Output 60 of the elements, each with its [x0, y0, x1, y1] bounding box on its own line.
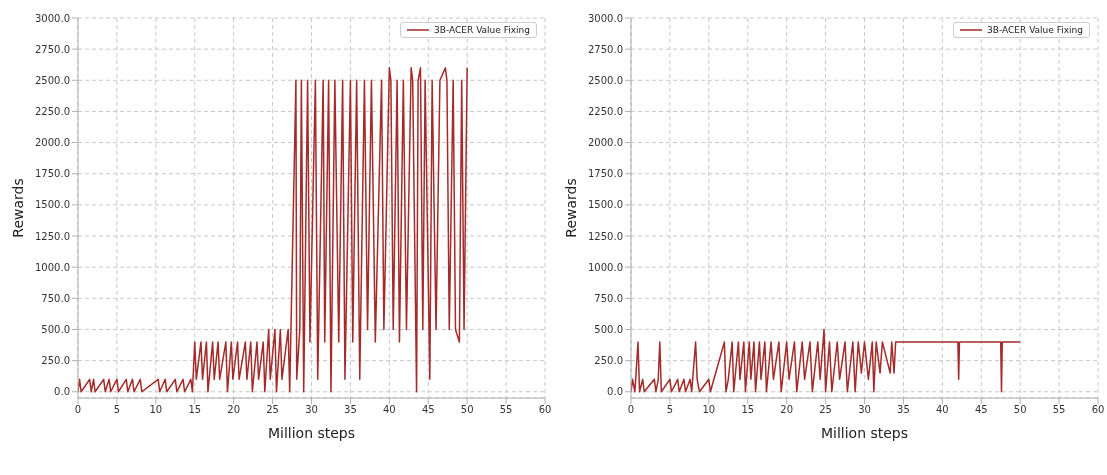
y-tick-label: 1250.0 [35, 230, 70, 242]
x-tick-label: 35 [897, 404, 910, 416]
y-tick-label: 2750.0 [35, 43, 70, 55]
y-tick-label: 1750.0 [35, 168, 70, 180]
x-tick-label: 20 [780, 404, 794, 416]
y-axis-title: Rewards [562, 178, 579, 238]
x-tick-label: 55 [1052, 404, 1066, 416]
y-tick-label: 250.0 [594, 355, 623, 367]
x-tick-label: 0 [74, 404, 82, 416]
y-tick-label: 1500.0 [588, 199, 623, 211]
x-tick-label: 30 [858, 404, 871, 416]
y-tick-label: 1250.0 [588, 230, 623, 242]
y-tick-label: 0.0 [54, 386, 70, 398]
x-tick-label: 10 [149, 404, 163, 416]
x-tick-label: 50 [460, 404, 474, 416]
y-tick-label: 2500.0 [588, 74, 623, 86]
y-tick-label: 3000.0 [35, 12, 70, 24]
y-tick-label: 2750.0 [588, 43, 623, 55]
x-tick-label: 60 [538, 404, 552, 416]
y-tick-label: 0.0 [607, 386, 623, 398]
line-series [78, 67, 468, 393]
x-tick-label: 40 [382, 404, 396, 416]
x-tick-label: 35 [344, 404, 357, 416]
x-tick-label: 60 [1091, 404, 1105, 416]
y-tick-label: 2000.0 [588, 137, 623, 149]
x-axis-title: Million steps [267, 425, 356, 441]
y-tick-label: 750.0 [594, 292, 623, 304]
x-tick-label: 20 [227, 404, 241, 416]
y-tick-label: 750.0 [41, 292, 70, 304]
x-tick-label: 25 [819, 404, 832, 416]
y-tick-label: 1500.0 [35, 199, 70, 211]
line-series [631, 328, 1021, 393]
y-tick-label: 3000.0 [588, 12, 623, 24]
x-tick-label: 5 [666, 404, 674, 416]
y-tick-label: 2250.0 [35, 105, 70, 117]
y-tick-label: 2500.0 [35, 74, 70, 86]
y-tick-label: 500.0 [594, 324, 623, 336]
y-tick-label: 500.0 [41, 324, 70, 336]
x-tick-label: 10 [702, 404, 716, 416]
x-tick-label: 15 [741, 404, 755, 416]
legend-label: 3B-ACER Value Fixing [434, 25, 530, 35]
x-tick-label: 50 [1013, 404, 1027, 416]
x-tick-label: 15 [188, 404, 202, 416]
x-tick-label: 30 [305, 404, 318, 416]
y-tick-label: 250.0 [41, 355, 70, 367]
x-tick-label: 0 [627, 404, 635, 416]
x-tick-label: 45 [421, 404, 435, 416]
y-tick-label: 2000.0 [35, 137, 70, 149]
y-tick-label: 1000.0 [35, 261, 70, 273]
legend-label: 3B-ACER Value Fixing [987, 25, 1083, 35]
x-tick-label: 40 [935, 404, 949, 416]
x-tick-label: 25 [266, 404, 279, 416]
y-axis-title: Rewards [9, 178, 26, 238]
x-tick-label: 5 [113, 404, 121, 416]
x-tick-label: 55 [499, 404, 513, 416]
x-tick-label: 45 [974, 404, 988, 416]
x-axis-title: Million steps [820, 425, 909, 441]
y-tick-label: 1000.0 [588, 261, 623, 273]
y-tick-label: 2250.0 [588, 105, 623, 117]
y-tick-label: 1750.0 [588, 168, 623, 180]
